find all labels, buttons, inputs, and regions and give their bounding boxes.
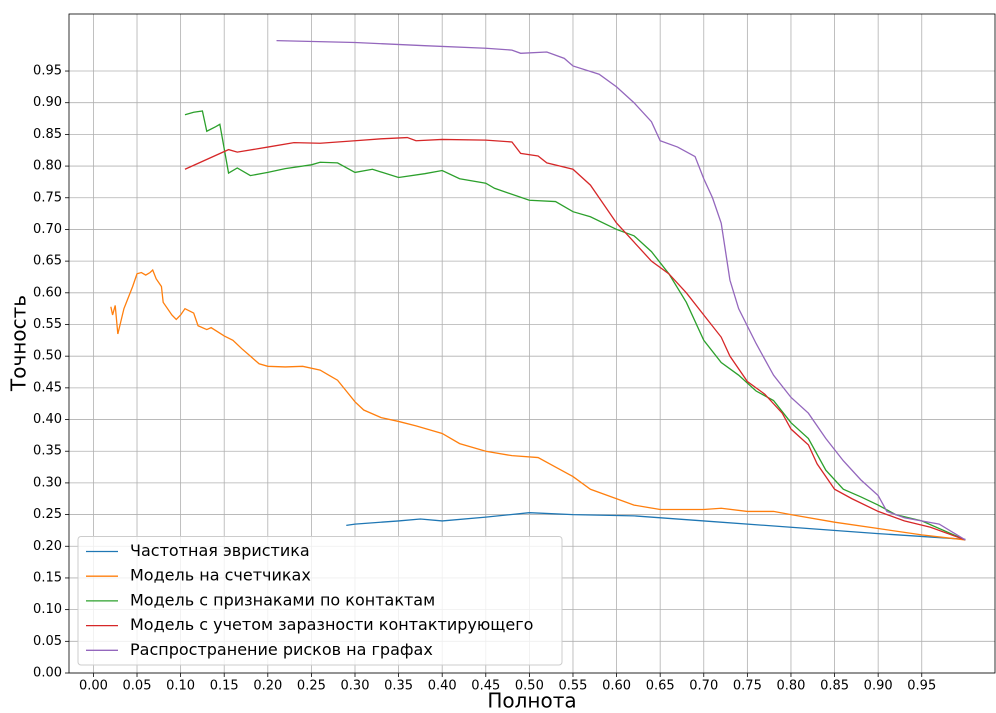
y-tick-label: 0.20 [33,539,62,554]
x-tick-label: 0.35 [384,679,413,694]
legend-box [77,536,563,666]
legend-label: Модель с учетом заразности контактирующе… [130,615,533,634]
series-line [346,512,966,540]
x-tick-label: 0.90 [864,679,893,694]
y-tick-label: 0.65 [33,254,62,269]
x-axis-label: Полнота [487,689,576,713]
y-tick-label: 0.85 [33,127,62,142]
x-tick-label: 0.55 [559,679,588,694]
legend: Частотная эвристика Модель на счетчиках Мо… [77,536,563,666]
y-tick-label: 0.35 [33,444,62,459]
x-tick-label: 0.05 [123,679,152,694]
x-tick-label: 0.60 [602,679,631,694]
y-tick-label: 0.50 [33,349,62,364]
x-tick-label: 0.40 [428,679,457,694]
y-axis-label: Точность [7,295,31,392]
y-tick-label: 0.05 [33,634,62,649]
legend-label: Распространение рисков на графах [130,640,433,659]
x-tick-label: 0.20 [253,679,282,694]
x-tick-label: 0.80 [776,679,805,694]
series-line [276,39,966,541]
series-line [110,268,966,541]
x-tick-label: 0.95 [907,679,936,694]
y-tick-label: 0.80 [33,159,62,174]
y-tick-label: 0.90 [33,95,62,110]
y-tick-label: 0.15 [33,570,62,585]
y-tick-label: 0.00 [33,666,62,681]
plot-frame [68,13,996,674]
y-tick-label: 0.25 [33,507,62,522]
y-tick-label: 0.40 [33,412,62,427]
x-tick-label: 0.30 [341,679,370,694]
x-tick-label: 0.15 [210,679,239,694]
series-line [184,136,966,541]
x-tick-label: 0.45 [471,679,500,694]
y-tick-label: 0.10 [33,602,62,617]
x-tick-label: 0.00 [79,679,108,694]
series-line [184,110,966,541]
legend-label: Модель с признаками по контактам [130,590,435,609]
x-tick-label: 0.85 [820,679,849,694]
y-tick-label: 0.30 [33,475,62,490]
y-tick-label: 0.70 [33,222,62,237]
x-tick-label: 0.70 [689,679,718,694]
legend-label: Модель на счетчиках [130,566,311,585]
x-tick-label: 0.10 [166,679,195,694]
x-tick-label: 0.75 [733,679,762,694]
x-tick-label: 0.25 [297,679,326,694]
legend-label: Частотная эвристика [130,541,310,560]
y-tick-label: 0.60 [33,285,62,300]
x-tick-label: 0.50 [515,679,544,694]
x-tick-label: 0.65 [646,679,675,694]
y-tick-label: 0.75 [33,190,62,205]
y-tick-label: 0.45 [33,380,62,395]
y-tick-label: 0.55 [33,317,62,332]
y-tick-label: 0.95 [33,64,62,79]
